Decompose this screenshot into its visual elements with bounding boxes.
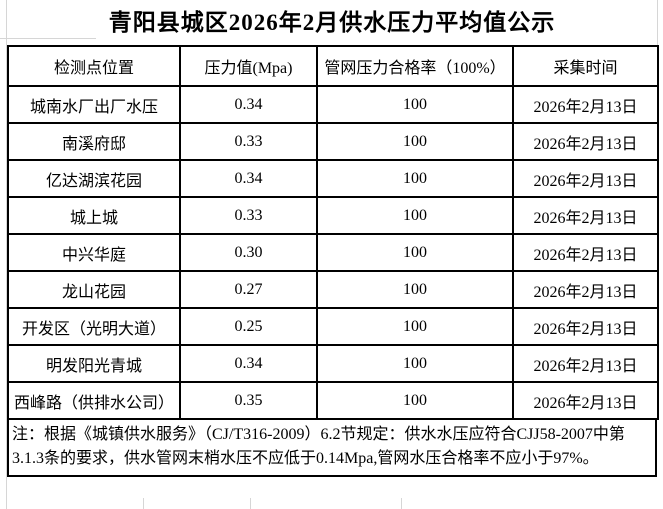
cell-location: 中兴华庭 <box>7 233 181 272</box>
cell-collect-time: 2026年2月13日 <box>512 233 659 272</box>
table-row: 中兴华庭 0.30 100 2026年2月13日 <box>7 233 659 272</box>
cell-pass-rate: 100 <box>316 196 514 235</box>
table-row: 城南水厂出厂水压 0.34 100 2026年2月13日 <box>7 85 659 124</box>
cell-collect-time: 2026年2月13日 <box>512 85 659 124</box>
header-pressure: 压力值(Mpa) <box>179 45 318 87</box>
cell-pressure: 0.25 <box>179 307 318 346</box>
cell-pressure: 0.30 <box>179 233 318 272</box>
table-header-row: 检测点位置 压力值(Mpa) 管网压力合格率（100%） 采集时间 <box>7 45 659 87</box>
cell-pressure: 0.34 <box>179 344 318 383</box>
pressure-table: 检测点位置 压力值(Mpa) 管网压力合格率（100%） 采集时间 城南水厂出厂… <box>7 45 659 420</box>
grid-line-left <box>6 0 7 509</box>
table-body: 城南水厂出厂水压 0.34 100 2026年2月13日 南溪府邸 0.33 100 2026… <box>7 85 659 420</box>
grid-line-bottom-3 <box>401 498 402 509</box>
cell-collect-time: 2026年2月13日 <box>512 122 659 161</box>
cell-pressure: 0.34 <box>179 159 318 198</box>
cell-pass-rate: 100 <box>316 270 514 309</box>
cell-pass-rate: 100 <box>316 344 514 383</box>
cell-collect-time: 2026年2月13日 <box>512 344 659 383</box>
page-title: 青阳县城区2026年2月供水压力平均值公示 <box>108 10 556 35</box>
table-row: 南溪府邸 0.33 100 2026年2月13日 <box>7 122 659 161</box>
cell-location: 龙山花园 <box>7 270 181 309</box>
grid-line-bottom-2 <box>250 498 251 509</box>
cell-location: 开发区（光明大道） <box>7 307 181 346</box>
table-row: 西峰路（供排水公司） 0.35 100 2026年2月13日 <box>7 381 659 420</box>
notice-document: 青阳县城区2026年2月供水压力平均值公示 检测点位置 压力值(Mpa) 管网压… <box>7 0 659 477</box>
table-row: 亿达湖滨花园 0.34 100 2026年2月13日 <box>7 159 659 198</box>
cell-pressure: 0.33 <box>179 122 318 161</box>
header-collect-time: 采集时间 <box>512 45 659 87</box>
cell-pass-rate: 100 <box>316 307 514 346</box>
cell-pressure: 0.35 <box>179 381 318 420</box>
grid-line-right-top <box>657 0 658 46</box>
cell-location: 南溪府邸 <box>7 122 181 161</box>
header-pass-rate: 管网压力合格率（100%） <box>316 45 514 87</box>
cell-location: 城上城 <box>7 196 181 235</box>
grid-line-title-row <box>0 38 96 39</box>
cell-pass-rate: 100 <box>316 381 514 420</box>
header-location: 检测点位置 <box>7 45 181 87</box>
cell-pressure: 0.33 <box>179 196 318 235</box>
cell-collect-time: 2026年2月13日 <box>512 196 659 235</box>
table-row: 城上城 0.33 100 2026年2月13日 <box>7 196 659 235</box>
cell-pass-rate: 100 <box>316 159 514 198</box>
cell-location: 亿达湖滨花园 <box>7 159 181 198</box>
cell-location: 西峰路（供排水公司） <box>7 381 181 420</box>
cell-pass-rate: 100 <box>316 233 514 272</box>
cell-collect-time: 2026年2月13日 <box>512 270 659 309</box>
cell-pass-rate: 100 <box>316 85 514 124</box>
table-row: 明发阳光青城 0.34 100 2026年2月13日 <box>7 344 659 383</box>
cell-collect-time: 2026年2月13日 <box>512 307 659 346</box>
note-box: 注：根据《城镇供水服务》（CJ/T316-2009）6.2节规定：供水水压应符合… <box>7 420 657 477</box>
cell-location: 明发阳光青城 <box>7 344 181 383</box>
cell-pass-rate: 100 <box>316 122 514 161</box>
table-row: 开发区（光明大道） 0.25 100 2026年2月13日 <box>7 307 659 346</box>
cell-collect-time: 2026年2月13日 <box>512 159 659 198</box>
cell-collect-time: 2026年2月13日 <box>512 381 659 420</box>
grid-line-bottom-1 <box>143 498 144 509</box>
cell-pressure: 0.27 <box>179 270 318 309</box>
note-line: 3.1.3条的要求，供水管网末梢水压不应低于0.14Mpa,管网水压合格率不应小… <box>12 450 599 467</box>
cell-location: 城南水厂出厂水压 <box>7 85 181 124</box>
cell-pressure: 0.34 <box>179 85 318 124</box>
table-row: 龙山花园 0.27 100 2026年2月13日 <box>7 270 659 309</box>
note-line: 注：根据《城镇供水服务》（CJ/T316-2009）6.2节规定：供水水压应符合… <box>12 426 625 443</box>
